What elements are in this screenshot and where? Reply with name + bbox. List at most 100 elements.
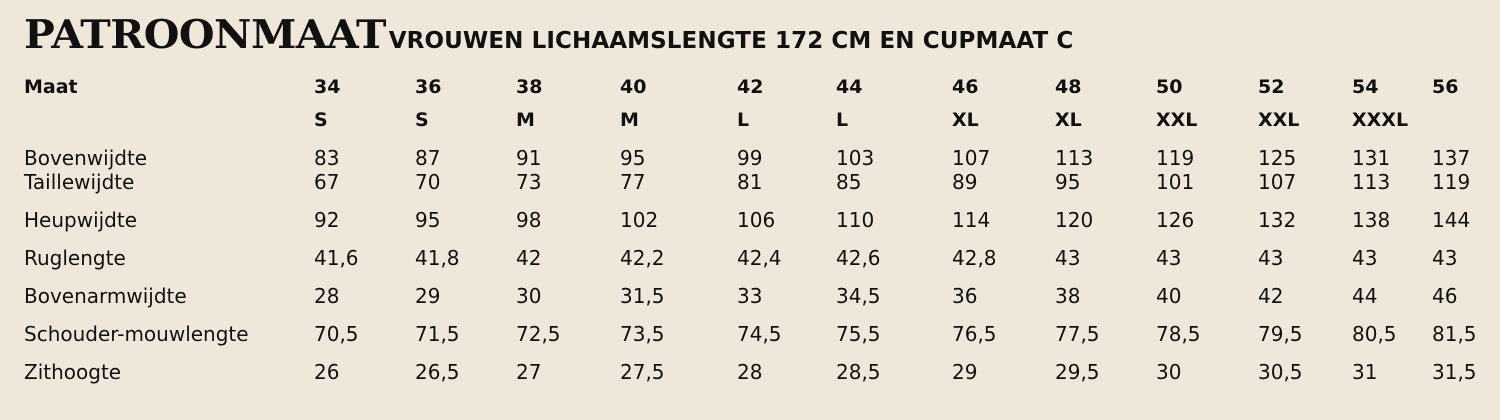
measurement-value: 131 [1352,146,1391,170]
measurement-value: 107 [1258,170,1297,194]
measurement-value: 36 [952,284,978,308]
measurement-value: 79,5 [1258,322,1303,346]
size-number: 50 [1156,76,1183,98]
measurement-value: 29,5 [1055,360,1100,384]
measurement-value: 42,6 [836,246,881,270]
measurement-value: 33 [737,284,763,308]
size-header-row: Maat 34 36 38 40 42 44 46 48 50 52 54 56 [0,72,1500,102]
measurement-value: 34,5 [836,284,881,308]
measurement-value: 28,5 [836,360,881,384]
size-number: 46 [952,76,979,98]
measurement-value: 73 [516,170,542,194]
measurement-value: 40 [1156,284,1182,308]
measurement-value: 29 [952,360,978,384]
size-number: 38 [516,76,543,98]
measurement-value: 103 [836,146,875,170]
row-label: Bovenarmwijdte [24,284,187,308]
measurement-value: 95 [1055,170,1081,194]
page-title: PATROONMAAT [24,12,386,58]
measurement-value: 42,2 [620,246,665,270]
table-row-bovenarmwijdte: Bovenarmwijdte 28 29 30 31,5 33 34,5 36 … [0,281,1500,311]
row-label: Schouder-mouwlengte [24,322,249,346]
measurement-value: 125 [1258,146,1297,170]
measurement-value: 106 [737,208,776,232]
measurement-value: 120 [1055,208,1094,232]
table-row-ruglengte: Ruglengte 41,6 41,8 42 42,2 42,4 42,6 42… [0,243,1500,273]
size-number: 54 [1352,76,1379,98]
measurement-value: 28 [314,284,340,308]
measurement-value: 71,5 [415,322,460,346]
measurement-value: 126 [1156,208,1195,232]
measurement-value: 119 [1432,170,1471,194]
measurement-value: 78,5 [1156,322,1201,346]
measurement-value: 42 [1258,284,1284,308]
measurement-value: 113 [1352,170,1391,194]
measurement-value: 110 [836,208,875,232]
row-label: Bovenwijdte [24,146,148,170]
measurement-value: 144 [1432,208,1471,232]
row-label: Zithoogte [24,360,122,384]
measurement-value: 30 [1156,360,1182,384]
measurement-value: 95 [620,146,646,170]
measurement-value: 81 [737,170,763,194]
measurement-value: 132 [1258,208,1297,232]
measurement-value: 30 [516,284,542,308]
letter-size: M [620,109,639,131]
row-label: Ruglengte [24,246,126,270]
size-number: 36 [415,76,442,98]
letter-size: S [415,109,429,131]
measurement-value: 43 [1258,246,1284,270]
letter-size-row: S S M M L L XL XL XXL XXL XXXL [0,105,1500,135]
measurement-value: 99 [737,146,763,170]
measurement-value: 44 [1352,284,1378,308]
measurement-value: 30,5 [1258,360,1303,384]
size-number: 44 [836,76,863,98]
table-row-heupwijdte: Heupwijdte 92 95 98 102 106 110 114 120 … [0,205,1500,235]
measurement-value: 72,5 [516,322,561,346]
measurement-value: 42 [516,246,542,270]
measurement-value: 107 [952,146,991,170]
row-label: Heupwijdte [24,208,138,232]
measurement-value: 77,5 [1055,322,1100,346]
table-row-taillewijdte: Taillewijdte 67 70 73 77 81 85 89 95 101… [0,167,1500,197]
title-line: PATROONMAAT VROUWEN LICHAAMSLENGTE 172 C… [24,16,1073,55]
measurement-value: 101 [1156,170,1195,194]
measurement-value: 113 [1055,146,1094,170]
letter-size: XXL [1258,109,1300,131]
letter-size: S [314,109,328,131]
measurement-value: 70,5 [314,322,359,346]
measurement-value: 76,5 [952,322,997,346]
measurement-value: 73,5 [620,322,665,346]
table-row-zithoogte: Zithoogte 26 26,5 27 27,5 28 28,5 29 29,… [0,357,1500,387]
letter-size: XXL [1156,109,1198,131]
measurement-value: 98 [516,208,542,232]
measurement-value: 43 [1055,246,1081,270]
measurement-value: 43 [1352,246,1378,270]
measurement-value: 43 [1432,246,1458,270]
measurement-value: 138 [1352,208,1391,232]
measurement-value: 27 [516,360,542,384]
measurement-value: 28 [737,360,763,384]
measurement-value: 95 [415,208,441,232]
measurement-value: 26,5 [415,360,460,384]
measurement-value: 85 [836,170,862,194]
page-subtitle: VROUWEN LICHAAMSLENGTE 172 CM EN CUPMAAT… [388,28,1074,54]
measurement-value: 74,5 [737,322,782,346]
size-number: 52 [1258,76,1285,98]
measurement-value: 137 [1432,146,1471,170]
measurement-value: 31 [1352,360,1378,384]
measurement-value: 31,5 [620,284,665,308]
measurement-value: 43 [1156,246,1182,270]
letter-size: XL [952,109,979,131]
letter-size: M [516,109,535,131]
measurement-value: 38 [1055,284,1081,308]
measurement-value: 119 [1156,146,1195,170]
table-row-schouder-mouwlengte: Schouder-mouwlengte 70,5 71,5 72,5 73,5 … [0,319,1500,349]
letter-size: XXXL [1352,109,1409,131]
measurement-value: 27,5 [620,360,665,384]
size-number: 48 [1055,76,1082,98]
measurement-value: 42,4 [737,246,782,270]
measurement-value: 70 [415,170,441,194]
measurement-value: 81,5 [1432,322,1477,346]
